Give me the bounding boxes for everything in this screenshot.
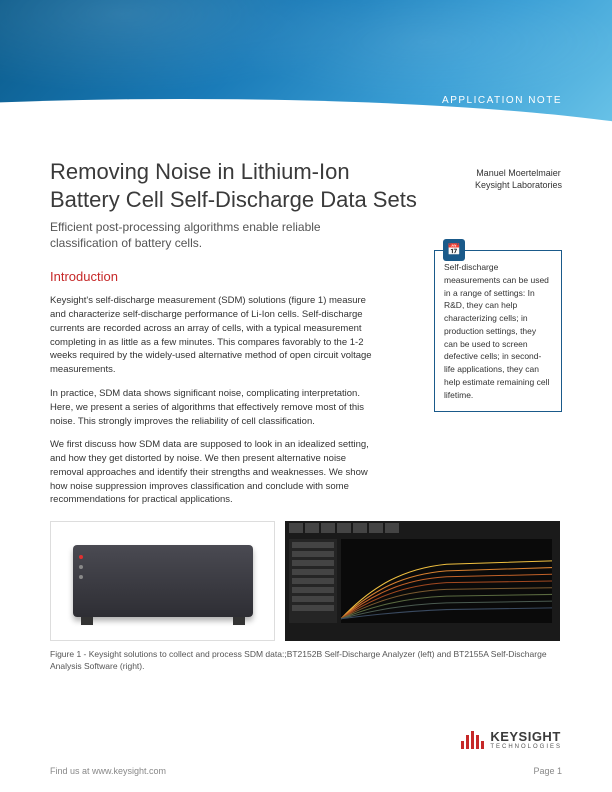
page-footer: Find us at www.keysight.com Page 1 — [50, 766, 562, 776]
intro-paragraph-2: In practice, SDM data shows significant … — [50, 387, 380, 428]
page-number: Page 1 — [533, 766, 562, 776]
chart-toolbar — [289, 523, 556, 535]
logo-bars-icon — [461, 731, 484, 749]
author-name: Manuel Moertelmaier — [475, 168, 562, 180]
author-org: Keysight Laboratories — [475, 180, 562, 192]
chart-plot-area — [341, 539, 552, 623]
sidebar-callout: 📅 Self-discharge measurements can be use… — [434, 250, 562, 412]
figure-1-caption: Figure 1 - Keysight solutions to collect… — [50, 649, 550, 673]
footer-url: Find us at www.keysight.com — [50, 766, 166, 776]
header-banner: APPLICATION NOTE — [0, 0, 612, 140]
logo-text: KEYSIGHT TECHNOLOGIES — [490, 730, 562, 750]
logo-name: KEYSIGHT — [490, 730, 562, 743]
keysight-logo: KEYSIGHT TECHNOLOGIES — [461, 730, 562, 750]
calendar-icon: 📅 — [443, 239, 465, 261]
author-block: Manuel Moertelmaier Keysight Laboratorie… — [475, 168, 562, 191]
figure-software-screenshot — [285, 521, 560, 641]
document-title: Removing Noise in Lithium-Ion Battery Ce… — [50, 158, 420, 213]
header-wave-pattern — [0, 0, 612, 140]
logo-sub: TECHNOLOGIES — [490, 744, 562, 750]
intro-paragraph-1: Keysight's self-discharge measurement (S… — [50, 294, 380, 377]
document-type-badge: APPLICATION NOTE — [442, 95, 562, 106]
document-subtitle: Efficient post-processing algorithms ena… — [50, 219, 370, 251]
chart-legend-panel — [289, 539, 337, 623]
figure-1 — [50, 521, 562, 641]
figure-device-photo — [50, 521, 275, 641]
sidebar-text: Self-discharge measurements can be used … — [444, 262, 549, 400]
device-analyzer — [73, 545, 253, 617]
intro-paragraph-3: We first discuss how SDM data are suppos… — [50, 438, 380, 507]
chart-curves — [341, 539, 552, 623]
